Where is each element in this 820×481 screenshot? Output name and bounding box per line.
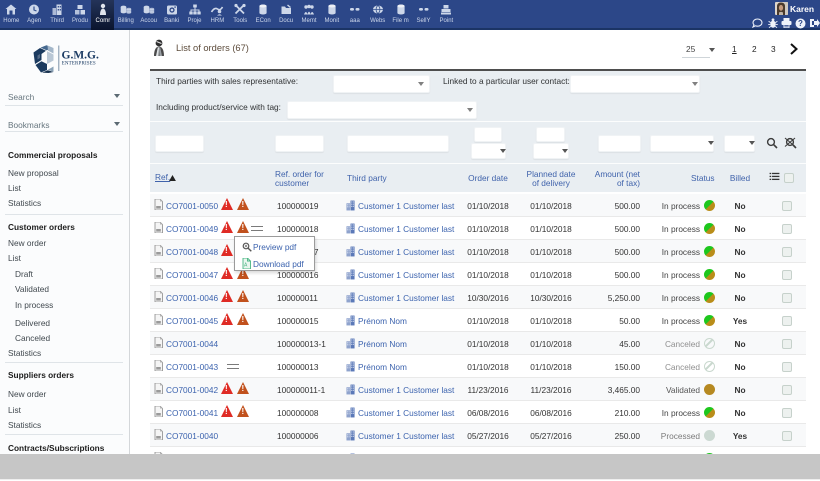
svg-text:G.M.G.: G.M.G. — [62, 50, 99, 62]
svg-text:A: A — [244, 262, 248, 268]
svg-text:ENTERPRISES: ENTERPRISES — [62, 61, 96, 66]
svg-text:?: ? — [798, 19, 803, 28]
